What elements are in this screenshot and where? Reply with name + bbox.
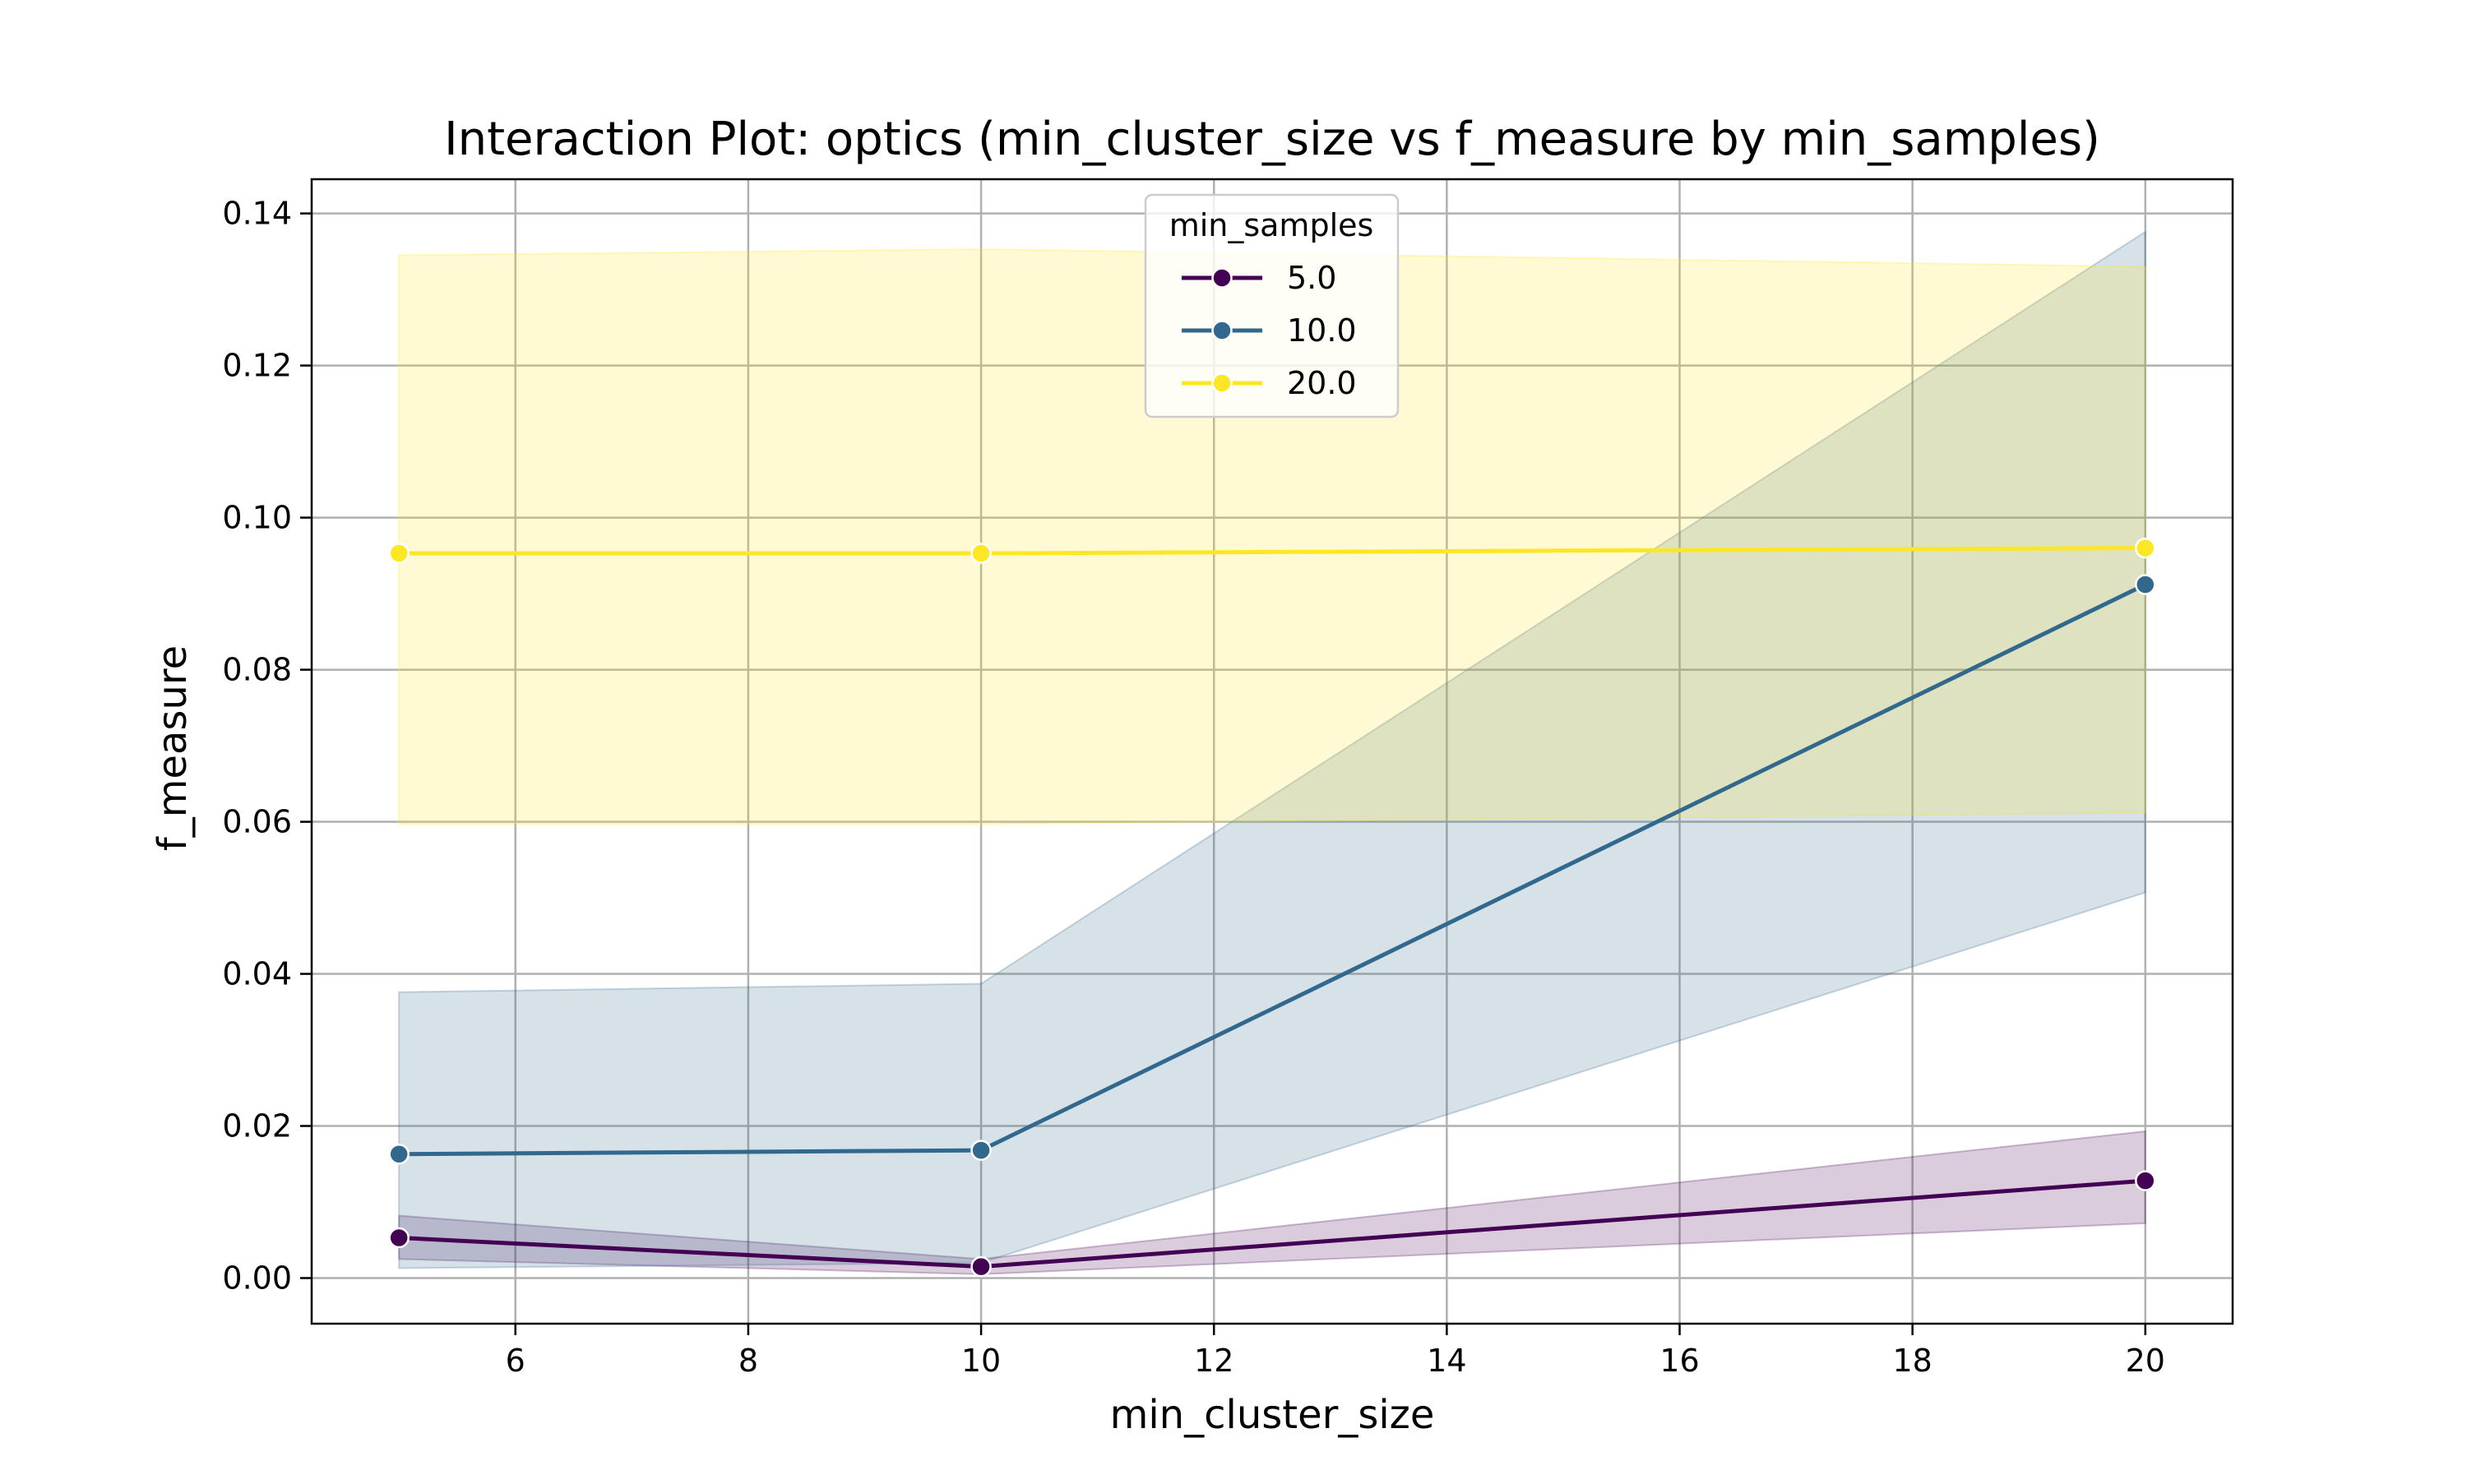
data-point-5.0 bbox=[2135, 1170, 2156, 1191]
legend-marker bbox=[1211, 372, 1233, 394]
legend-label: 10.0 bbox=[1287, 312, 1357, 349]
data-point-10.0 bbox=[388, 1143, 410, 1165]
x-tick-label: 10 bbox=[961, 1343, 1001, 1379]
y-tick-label: 0.10 bbox=[222, 500, 292, 536]
data-point-10.0 bbox=[970, 1140, 992, 1161]
y-tick-label: 0.04 bbox=[222, 956, 292, 992]
x-tick-label: 16 bbox=[1659, 1343, 1699, 1379]
x-tick-label: 12 bbox=[1194, 1343, 1234, 1379]
data-point-5.0 bbox=[970, 1255, 992, 1278]
x-tick-label: 20 bbox=[2126, 1343, 2165, 1379]
data-point-20.0 bbox=[970, 543, 992, 564]
axis-ticks: 6 8 10 12 14 16 18 20 0.00 0.02 0.04 0.06 0.08 0.10 0.… bbox=[222, 196, 2165, 1379]
y-tick-label: 0.06 bbox=[222, 804, 292, 840]
confidence-bands bbox=[398, 229, 2146, 1275]
data-point-10.0 bbox=[2135, 574, 2156, 595]
plot-frame bbox=[310, 178, 2234, 1325]
legend-marker bbox=[1211, 320, 1233, 341]
legend-entry: 20.0 bbox=[1182, 365, 1357, 401]
data-point-5.0 bbox=[388, 1227, 410, 1249]
x-tick-label: 6 bbox=[506, 1343, 525, 1379]
x-tick-label: 14 bbox=[1427, 1343, 1466, 1379]
y-tick-label: 0.12 bbox=[222, 348, 292, 384]
legend-entries: 5.0 10.0 20.0 bbox=[1182, 260, 1357, 401]
y-axis-label: f_measure bbox=[150, 645, 196, 851]
x-tick-label: 18 bbox=[1892, 1343, 1932, 1379]
y-tick-label: 0.08 bbox=[222, 652, 292, 688]
confidence-band-20.0 bbox=[398, 248, 2146, 825]
legend-box bbox=[1144, 193, 1400, 418]
legend-entry: 10.0 bbox=[1182, 312, 1357, 349]
y-tick-label: 0.14 bbox=[222, 196, 292, 232]
legend-entry: 5.0 bbox=[1182, 260, 1336, 296]
y-tick-label: 0.02 bbox=[222, 1108, 292, 1144]
x-axis-label: min_cluster_size bbox=[1110, 1392, 1435, 1438]
legend-label: 5.0 bbox=[1287, 260, 1336, 296]
legend-marker bbox=[1211, 267, 1233, 289]
legend-title: min_samples bbox=[1169, 207, 1374, 243]
legend: min_samples 5.0 10.0 20.0 bbox=[1144, 193, 1400, 418]
y-tick-label: 0.00 bbox=[222, 1260, 292, 1297]
data-point-20.0 bbox=[388, 543, 410, 564]
confidence-band-10.0 bbox=[398, 229, 2146, 1269]
legend-label: 20.0 bbox=[1287, 365, 1357, 401]
series-points bbox=[388, 537, 2156, 1278]
x-tick-label: 8 bbox=[738, 1343, 758, 1379]
chart-title: Interaction Plot: optics (min_cluster_si… bbox=[444, 113, 2100, 166]
data-point-20.0 bbox=[2135, 537, 2156, 559]
